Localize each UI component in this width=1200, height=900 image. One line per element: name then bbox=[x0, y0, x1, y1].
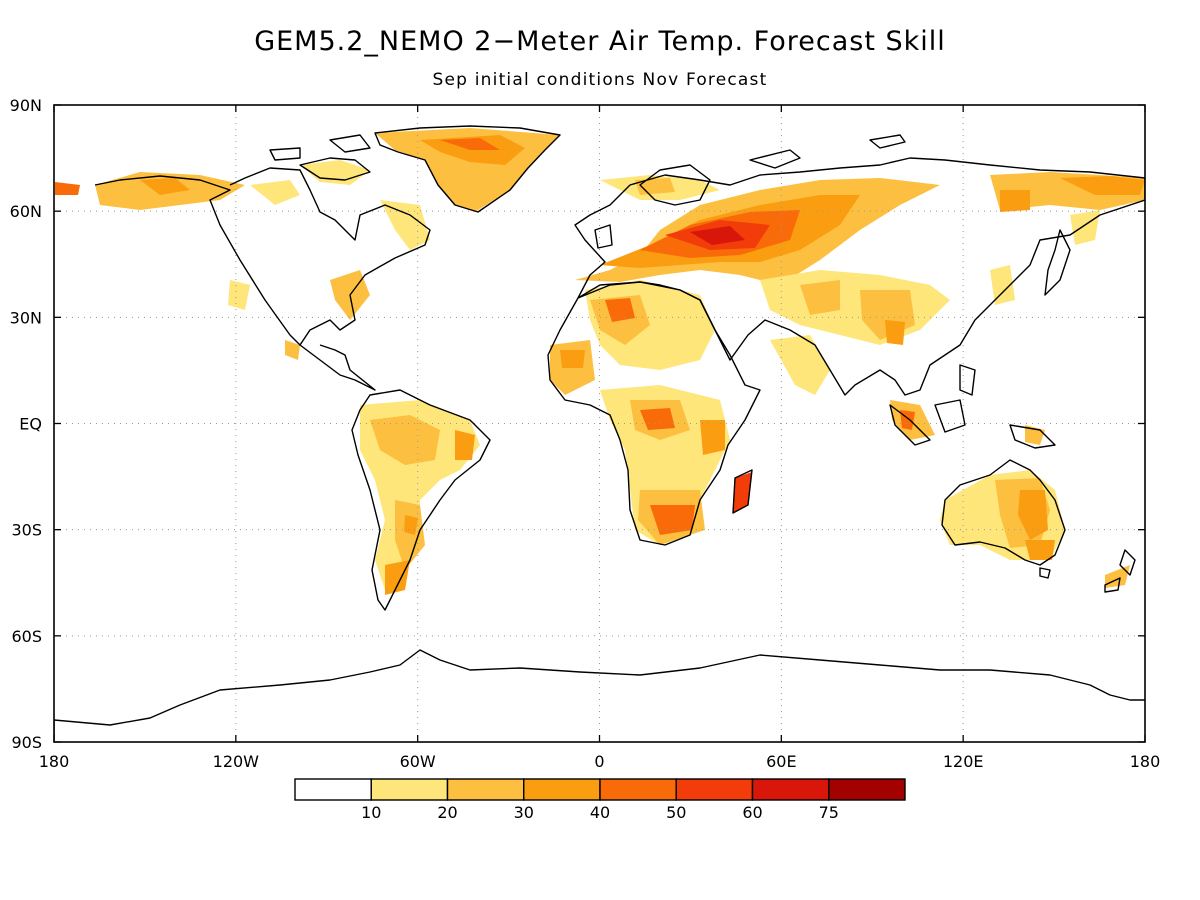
colorbar-swatch bbox=[675, 778, 754, 801]
colorbar bbox=[294, 778, 906, 801]
colorbar-swatch bbox=[599, 778, 677, 801]
longitude-axis: 180 120W 60W 0 60E 120E 180 bbox=[39, 105, 1161, 771]
colorbar-swatch bbox=[828, 778, 906, 801]
lat-label: 90N bbox=[10, 96, 42, 115]
map-title: GEM5.2_NEMO 2−Meter Air Temp. Forecast S… bbox=[254, 26, 946, 57]
colorbar-level-label: 60 bbox=[742, 803, 762, 822]
colorbar-level-label: 10 bbox=[361, 803, 381, 822]
colorbar-swatch bbox=[370, 778, 449, 801]
lat-label: 90S bbox=[11, 733, 42, 752]
lon-label: 180 bbox=[1130, 752, 1161, 771]
colorbar-level-label: 20 bbox=[437, 803, 457, 822]
colorbar-level-label: 50 bbox=[666, 803, 686, 822]
lon-label: 60W bbox=[400, 752, 436, 771]
map-gridlines bbox=[54, 105, 1145, 742]
lat-label: 30S bbox=[11, 521, 42, 540]
colorbar-labels: 10 20 30 40 50 60 75 bbox=[361, 803, 839, 822]
colorbar-level-label: 40 bbox=[590, 803, 610, 822]
skill-shading bbox=[55, 128, 1145, 595]
lon-label: 180 bbox=[39, 752, 70, 771]
colorbar-swatch bbox=[446, 778, 525, 801]
lon-label: 120W bbox=[213, 752, 260, 771]
lon-label: 60E bbox=[766, 752, 796, 771]
lon-label: 0 bbox=[594, 752, 604, 771]
colorbar-level-label: 75 bbox=[819, 803, 839, 822]
colorbar-swatch bbox=[294, 778, 372, 801]
colorbar-swatch bbox=[523, 778, 601, 801]
colorbar-swatch bbox=[751, 778, 830, 801]
lon-label: 120E bbox=[943, 752, 984, 771]
lat-label: 60S bbox=[11, 627, 42, 646]
coastlines bbox=[54, 125, 1145, 742]
lat-label: 30N bbox=[10, 308, 42, 327]
lat-label: EQ bbox=[19, 415, 42, 434]
latitude-axis: 90N 60N 30N EQ 30S 60S 90S bbox=[10, 96, 1145, 752]
lat-label: 60N bbox=[10, 202, 42, 221]
colorbar-level-label: 30 bbox=[514, 803, 534, 822]
map-subtitle: Sep initial conditions Nov Forecast bbox=[432, 70, 768, 90]
